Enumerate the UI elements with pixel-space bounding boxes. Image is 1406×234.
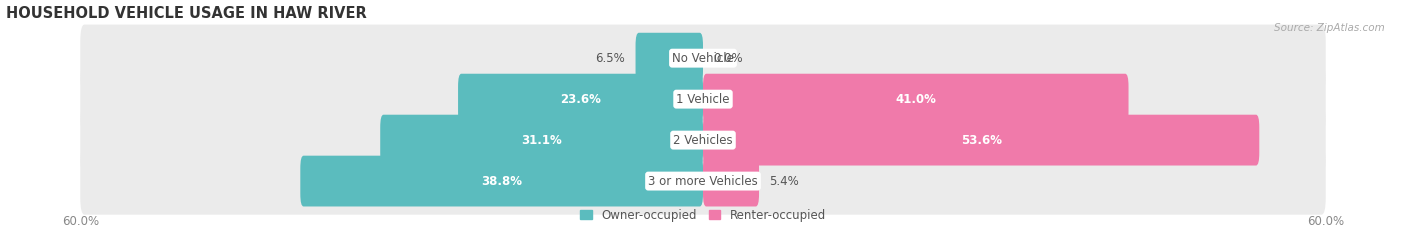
FancyBboxPatch shape (80, 106, 1326, 174)
Text: 3 or more Vehicles: 3 or more Vehicles (648, 175, 758, 188)
FancyBboxPatch shape (636, 33, 703, 84)
Text: 38.8%: 38.8% (481, 175, 522, 188)
Text: No Vehicle: No Vehicle (672, 52, 734, 65)
Text: HOUSEHOLD VEHICLE USAGE IN HAW RIVER: HOUSEHOLD VEHICLE USAGE IN HAW RIVER (6, 6, 367, 21)
FancyBboxPatch shape (80, 25, 1326, 92)
Text: 53.6%: 53.6% (960, 134, 1001, 147)
Text: 23.6%: 23.6% (560, 93, 600, 106)
Text: 41.0%: 41.0% (896, 93, 936, 106)
FancyBboxPatch shape (380, 115, 703, 165)
FancyBboxPatch shape (80, 66, 1326, 133)
Text: 6.5%: 6.5% (595, 52, 626, 65)
FancyBboxPatch shape (301, 156, 703, 206)
FancyBboxPatch shape (80, 147, 1326, 215)
Text: Source: ZipAtlas.com: Source: ZipAtlas.com (1274, 23, 1385, 33)
FancyBboxPatch shape (703, 156, 759, 206)
Text: 0.0%: 0.0% (713, 52, 742, 65)
FancyBboxPatch shape (703, 115, 1260, 165)
FancyBboxPatch shape (458, 74, 703, 124)
Text: 31.1%: 31.1% (522, 134, 562, 147)
Text: 2 Vehicles: 2 Vehicles (673, 134, 733, 147)
FancyBboxPatch shape (703, 74, 1129, 124)
Text: 5.4%: 5.4% (769, 175, 799, 188)
Legend: Owner-occupied, Renter-occupied: Owner-occupied, Renter-occupied (575, 204, 831, 227)
Text: 1 Vehicle: 1 Vehicle (676, 93, 730, 106)
